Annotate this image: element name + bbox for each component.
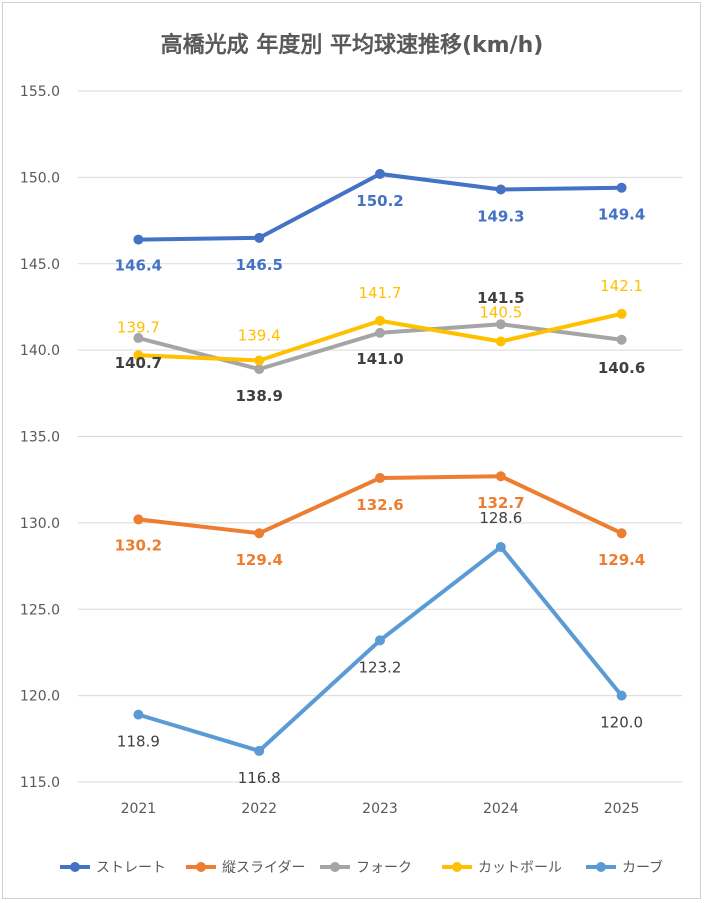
data-label: 123.2 xyxy=(359,658,402,676)
y-tick-label: 125.0 xyxy=(20,602,60,618)
data-label: 130.2 xyxy=(115,536,162,554)
data-label: 120.0 xyxy=(600,714,643,732)
data-point xyxy=(375,635,385,646)
legend-marker xyxy=(596,862,606,872)
y-tick-label: 145.0 xyxy=(20,257,60,273)
data-point xyxy=(616,308,627,319)
x-tick-label: 2022 xyxy=(241,801,277,817)
legend-entry: フォーク xyxy=(356,860,412,876)
data-point xyxy=(133,514,144,525)
data-label: 139.7 xyxy=(117,318,160,336)
data-point xyxy=(375,472,385,483)
data-label: 132.7 xyxy=(477,494,524,512)
data-label: 138.9 xyxy=(235,387,282,405)
data-point xyxy=(495,319,506,330)
data-label: 128.6 xyxy=(479,509,522,527)
data-point xyxy=(616,182,627,193)
y-tick-label: 150.0 xyxy=(20,170,60,186)
data-point xyxy=(133,333,144,344)
data-label: 141.7 xyxy=(359,284,402,302)
data-label: 118.9 xyxy=(117,733,160,751)
data-label: 140.7 xyxy=(115,354,162,372)
data-label: 149.4 xyxy=(598,206,645,224)
legend-entry: ストレート xyxy=(96,860,166,876)
x-axis: 2021 2022 2023 2024 2025 xyxy=(121,801,640,817)
data-label: 146.4 xyxy=(115,257,162,275)
legend-marker xyxy=(330,862,340,872)
data-point xyxy=(254,355,265,366)
data-label: 129.4 xyxy=(235,551,282,569)
data-point xyxy=(133,350,144,361)
data-point xyxy=(495,184,506,195)
x-tick-label: 2024 xyxy=(483,801,519,817)
data-label: 140.6 xyxy=(598,359,645,377)
y-tick-label: 155.0 xyxy=(20,84,60,100)
legend-entry: カーブ xyxy=(622,859,663,876)
data-labels: 146.4 146.5 150.2 149.3 149.4 130.2 129.4 132.6… xyxy=(115,192,646,787)
data-point xyxy=(133,709,144,720)
data-point xyxy=(254,364,265,375)
data-label: 150.2 xyxy=(356,192,403,210)
x-tick-label: 2023 xyxy=(362,801,398,817)
data-point xyxy=(375,327,385,338)
data-label: 146.5 xyxy=(235,256,282,274)
data-label: 132.6 xyxy=(356,496,403,514)
data-point xyxy=(254,232,265,243)
data-point xyxy=(375,315,385,326)
data-point xyxy=(495,336,506,347)
y-tick-label: 130.0 xyxy=(20,516,60,532)
data-point xyxy=(495,542,506,553)
gridlines xyxy=(78,90,682,783)
x-tick-label: 2025 xyxy=(604,801,640,817)
x-tick-label: 2021 xyxy=(121,801,157,817)
data-label: 116.8 xyxy=(238,769,281,787)
data-point xyxy=(616,528,627,539)
legend-entry: 縦スライダー xyxy=(222,860,305,876)
data-point xyxy=(495,471,506,482)
data-point xyxy=(616,690,627,701)
data-point xyxy=(375,168,385,179)
data-point xyxy=(133,234,144,245)
chart-title: 高橋光成 年度別 平均球速推移(km/h) xyxy=(161,32,544,58)
data-label: 141.0 xyxy=(356,350,403,368)
y-tick-label: 140.0 xyxy=(20,343,60,359)
legend-marker xyxy=(196,862,206,872)
data-label: 141.5 xyxy=(477,289,524,307)
data-point xyxy=(616,334,627,345)
data-label: 139.4 xyxy=(238,326,281,344)
y-axis: 115.0 120.0 125.0 130.0 135.0 140.0 145.0 150.0… xyxy=(20,84,60,791)
data-point xyxy=(254,745,265,756)
series-line xyxy=(136,545,624,753)
data-label: 140.5 xyxy=(479,303,522,321)
series-lines xyxy=(133,168,627,756)
legend: ストレート 縦スライダー フォーク カットボール カーブ xyxy=(60,859,663,876)
data-label: 149.3 xyxy=(477,207,524,225)
y-tick-label: 115.0 xyxy=(20,775,60,791)
data-label: 142.1 xyxy=(600,277,643,295)
legend-marker xyxy=(452,862,462,872)
y-tick-label: 135.0 xyxy=(20,430,60,446)
y-tick-label: 120.0 xyxy=(20,689,60,705)
data-label: 129.4 xyxy=(598,551,645,569)
legend-marker xyxy=(70,862,80,872)
legend-entry: カットボール xyxy=(478,860,562,876)
data-point xyxy=(254,528,265,539)
